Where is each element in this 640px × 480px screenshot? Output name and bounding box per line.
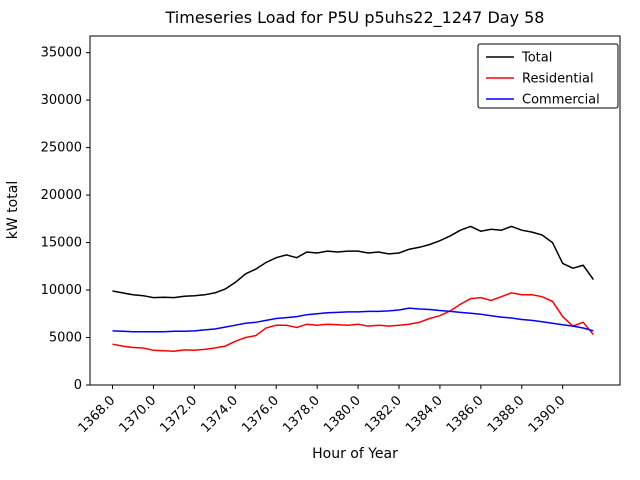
x-tick-label: 1386.0 (444, 393, 487, 436)
y-tick-label: 35000 (41, 46, 82, 61)
x-tick-label: 1384.0 (403, 393, 446, 436)
x-tick-label: 1372.0 (157, 393, 200, 436)
y-tick-label: 0 (74, 378, 82, 393)
x-tick-label: 1380.0 (321, 393, 364, 436)
y-tick-label: 25000 (41, 141, 82, 156)
y-tick-label: 15000 (41, 236, 82, 251)
x-tick-label: 1382.0 (362, 393, 405, 436)
x-tick-label: 1368.0 (76, 393, 119, 436)
x-tick-label: 1376.0 (239, 393, 282, 436)
x-tick-label: 1370.0 (116, 393, 159, 436)
x-axis-label: Hour of Year (312, 446, 398, 462)
y-tick-label: 20000 (41, 188, 82, 203)
y-axis-label: kW total (5, 181, 21, 239)
legend-label-commercial: Commercial (522, 93, 600, 108)
x-tick-label: 1374.0 (198, 393, 241, 436)
line-total (112, 225, 595, 299)
legend-label-total: Total (521, 51, 552, 66)
plot-content: 1368.01370.01372.01374.01376.01378.01380… (41, 35, 621, 436)
line-commercial (112, 307, 594, 333)
x-tick-label: 1378.0 (280, 393, 323, 436)
legend-box (477, 43, 619, 109)
x-tick-label: 1390.0 (526, 393, 569, 436)
y-tick-label: 30000 (41, 93, 82, 108)
y-tick-label: 5000 (49, 331, 82, 346)
chart-title: Timeseries Load for P5U p5uhs22_1247 Day… (165, 8, 545, 28)
y-tick-label: 10000 (41, 283, 82, 298)
legend-label-residential: Residential (522, 72, 594, 87)
line-residential (112, 292, 594, 353)
x-tick-label: 1388.0 (485, 393, 528, 436)
